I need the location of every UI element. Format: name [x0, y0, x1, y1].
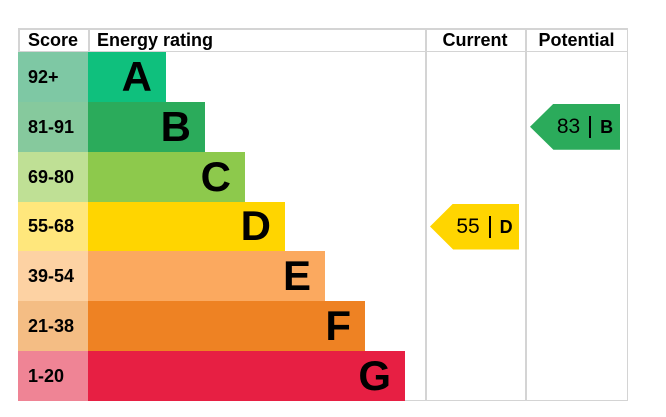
- band-score-cell-g: 1-20: [18, 351, 88, 401]
- divider-bar-icon: [589, 115, 592, 138]
- band-score-range-label: 21-38: [28, 316, 75, 337]
- energy-rating-header-label: Energy rating: [97, 30, 214, 50]
- band-score-range-label: 81-91: [28, 116, 75, 137]
- potential-rating-band-letter: B: [600, 116, 614, 137]
- score-column-divider: [88, 28, 90, 52]
- potential-column-left-border: [525, 28, 527, 401]
- band-bar-b: B: [88, 101, 205, 152]
- current-rating-band-letter: D: [499, 216, 513, 237]
- table-right-border: [626, 28, 628, 401]
- divider-bar-icon: [488, 215, 491, 238]
- potential-header-label: Potential: [538, 30, 615, 50]
- header-top-border: [18, 28, 628, 30]
- current-rating-value: 55: [456, 215, 480, 238]
- score-header-label: Score: [27, 30, 79, 50]
- band-letter-label: F: [325, 302, 351, 350]
- band-bar-d: D: [88, 201, 285, 252]
- band-letter-label: E: [282, 252, 311, 300]
- band-score-range-label: 69-80: [28, 166, 75, 187]
- table-left-border: [18, 28, 20, 52]
- potential-rating-arrow: 83 B: [530, 103, 620, 150]
- band-score-cell-d: 55-68: [18, 201, 88, 252]
- score-header: Score: [18, 28, 88, 52]
- band-score-range-label: 1-20: [28, 366, 65, 387]
- band-score-cell-c: 69-80: [18, 151, 88, 202]
- band-bar-e: E: [88, 251, 325, 302]
- band-letter-label: B: [160, 102, 191, 150]
- band-bar-c: C: [88, 151, 245, 202]
- potential-rating-value: 83: [556, 115, 581, 139]
- band-score-cell-b: 81-91: [18, 101, 88, 152]
- current-header-label: Current: [442, 30, 508, 50]
- band-score-cell-e: 39-54: [18, 251, 88, 302]
- band-letter-label: G: [358, 352, 391, 400]
- band-score-range-label: 92+: [28, 66, 59, 87]
- current-header: Current: [425, 28, 525, 52]
- band-score-cell-a: 92+: [18, 52, 88, 102]
- potential-header: Potential: [525, 28, 628, 52]
- header-bottom-border: [18, 50, 628, 52]
- band-letter-label: A: [121, 52, 152, 100]
- band-letter-label: D: [240, 202, 271, 250]
- band-score-range-label: 55-68: [28, 216, 75, 237]
- band-bar-a: A: [88, 52, 166, 102]
- current-rating-arrow: 55 D: [430, 203, 519, 250]
- band-bar-g: G: [88, 351, 405, 401]
- current-column-left-border: [425, 28, 427, 401]
- band-score-cell-f: 21-38: [18, 301, 88, 352]
- band-bar-f: F: [88, 301, 365, 352]
- band-letter-label: C: [200, 152, 231, 200]
- energy-rating-header: Energy rating: [88, 28, 425, 52]
- band-score-range-label: 39-54: [28, 266, 75, 287]
